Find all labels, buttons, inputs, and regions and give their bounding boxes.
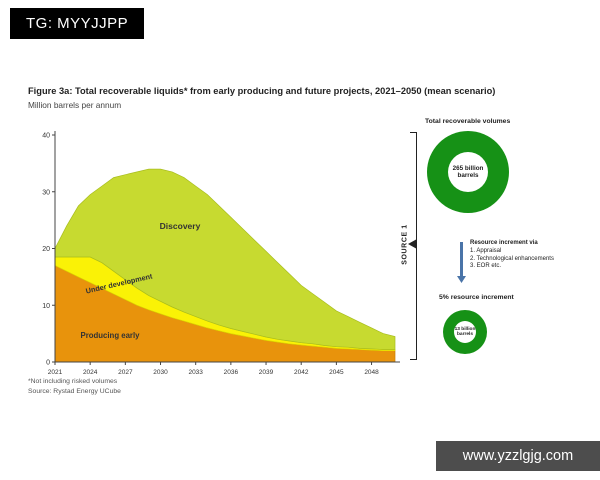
increment-item-1: 1. Appraisal xyxy=(470,248,502,254)
x-tick-label: 2042 xyxy=(294,369,309,376)
x-tick-label: 2048 xyxy=(364,369,379,376)
footnote-source: Source: Rystad Energy UCube xyxy=(28,388,121,395)
increment-item-2: 2. Technological enhancements xyxy=(470,255,554,262)
big-donut-value: 265 billion xyxy=(452,164,484,172)
y-tick-label: 20 xyxy=(42,246,50,253)
footnote-risked-volumes: *Not including risked volumes xyxy=(28,378,118,385)
down-arrow-icon xyxy=(457,242,466,283)
stacked-area-chart: 0 10 20 30 40 2021 2024 2027 2030 2033 2036 2039 204… xyxy=(25,118,405,380)
x-tick-label: 2036 xyxy=(224,369,239,376)
left-arrow-icon xyxy=(408,239,417,249)
resource-increment-block: Resource increment via 1. Appraisal 2. T… xyxy=(457,240,588,283)
area-series-2 xyxy=(54,168,396,350)
area-label-discovery: Discovery xyxy=(159,221,201,231)
recoverable-volumes-panel: Total recoverable volumes 265 billion ba… xyxy=(425,118,593,386)
y-tick-label: 10 xyxy=(42,303,50,310)
figure-title: Figure 3a: Total recoverable liquids* fr… xyxy=(28,86,496,96)
x-tick-label: 2021 xyxy=(48,369,63,376)
website-watermark: www.yzzlgjg.com xyxy=(436,441,600,471)
source-label: SOURCE 1 xyxy=(401,224,409,265)
y-tick-label: 40 xyxy=(42,133,50,140)
increment-item-3: 3. EOR etc. xyxy=(470,263,502,269)
x-tick-label: 2024 xyxy=(83,369,98,376)
small-donut-value: 13 billion xyxy=(454,326,476,332)
big-donut-unit: barrels xyxy=(457,172,479,179)
big-donut-chart: 265 billion barrels xyxy=(427,131,509,213)
x-tick-label: 2033 xyxy=(188,369,203,376)
x-tick-label: 2030 xyxy=(153,369,168,376)
small-donut-chart: 13 billion barrels xyxy=(443,310,487,354)
small-donut-label: 13 billion barrels xyxy=(454,321,476,343)
increment-title: Resource increment via xyxy=(470,240,538,246)
panel-heading: Total recoverable volumes xyxy=(425,118,511,125)
x-tick-label: 2027 xyxy=(118,369,133,376)
y-tick-label: 0 xyxy=(46,360,50,367)
big-donut-label: 265 billion barrels xyxy=(448,152,488,192)
increment-result: 5% resource increment xyxy=(439,294,514,301)
down-arrow-stem xyxy=(460,242,463,276)
small-donut-unit: barrels xyxy=(457,332,473,337)
down-arrow-head xyxy=(457,276,466,283)
x-tick-label: 2045 xyxy=(329,369,344,376)
telegram-badge: TG: MYYJJPP xyxy=(10,8,145,39)
resource-increment-text: Resource increment via 1. Appraisal 2. T… xyxy=(470,240,588,283)
x-tick-label: 2039 xyxy=(259,369,274,376)
y-tick-label: 30 xyxy=(42,189,50,196)
figure-subtitle: Million barrels per annum xyxy=(28,100,122,110)
area-label-producing-early: Producing early xyxy=(80,331,140,340)
